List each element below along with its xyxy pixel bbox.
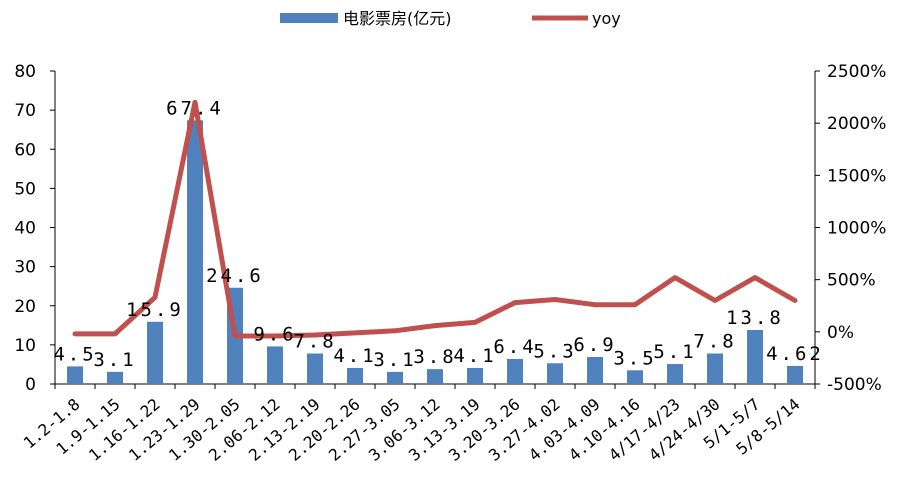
bar-data-label: 4.1 <box>333 345 376 367</box>
bar-data-label: 15.9 <box>126 299 184 321</box>
legend-line-label: yoy <box>592 9 621 28</box>
y-left-tick-label: 20 <box>14 297 36 317</box>
bar-data-label: 6.4 <box>493 336 536 358</box>
bar <box>507 358 523 384</box>
y-right-tick-label: 1500% <box>827 166 886 186</box>
bar-data-label: 6.9 <box>573 334 616 356</box>
bar-data-label: 13.8 <box>726 307 784 329</box>
bar <box>107 371 123 384</box>
y-right-tick-label: 2500% <box>827 62 886 82</box>
bar-data-label: 4.5 <box>53 343 96 365</box>
y-right-tick-label: -500% <box>827 375 882 395</box>
y-right-tick-label: 0% <box>827 323 854 343</box>
bar <box>347 367 363 384</box>
bar <box>667 364 683 384</box>
data-labels: 4.53.115.967.424.69.67.84.13.13.84.16.45… <box>53 97 824 371</box>
bar <box>547 363 563 384</box>
bar-data-label: 4.1 <box>453 345 496 367</box>
y-left-tick-label: 30 <box>14 258 36 278</box>
bar-data-label: 4.62 <box>766 343 824 365</box>
bar-data-label: 24.6 <box>206 265 264 287</box>
bar <box>187 120 203 385</box>
bar-data-label: 5.1 <box>653 341 696 363</box>
y-left-tick-label: 50 <box>14 179 36 199</box>
bar <box>427 369 443 384</box>
bar <box>747 330 763 384</box>
bar <box>467 367 483 384</box>
y-left-tick-label: 80 <box>14 62 36 82</box>
bar-data-label: 3.8 <box>413 346 456 368</box>
y-right-tick-label: 1000% <box>827 219 886 239</box>
bar <box>147 321 163 384</box>
y-right-tick-label: 2000% <box>827 114 886 134</box>
y-left-tick-label: 40 <box>14 219 36 239</box>
bar-data-label: 7.8 <box>693 330 736 352</box>
x-tick-labels: 1.2-1.81.9-1.151.16-1.221.23-1.291.30-2.… <box>20 395 804 465</box>
bar-data-label: 3.1 <box>373 349 416 371</box>
bar <box>707 353 723 384</box>
axes: 0 10 20 30 40 50 60 70 80 -500% 0% 500% 1000% 1500% 20… <box>14 62 886 395</box>
bar-data-label: 3.5 <box>613 347 656 369</box>
legend: 电影票房(亿元) yoy <box>280 9 621 28</box>
bar-data-label: 5.3 <box>533 340 576 362</box>
bar-data-label: 3.1 <box>93 349 136 371</box>
bar <box>787 365 803 384</box>
bar <box>67 366 83 384</box>
bar <box>307 353 323 384</box>
y-left-tick-label: 60 <box>14 140 36 160</box>
y-left-tick-label: 0 <box>25 375 36 395</box>
bar <box>387 371 403 384</box>
bar <box>267 346 283 384</box>
line-series <box>72 99 798 339</box>
bar-data-label: 67.4 <box>166 97 224 119</box>
legend-bar-swatch <box>280 13 338 23</box>
y-left-tick-label: 70 <box>14 101 36 121</box>
bar-data-label: 7.8 <box>293 330 336 352</box>
bar <box>627 370 643 384</box>
legend-bar-label: 电影票房(亿元) <box>343 9 452 28</box>
y-right-tick-label: 500% <box>827 271 876 291</box>
y-left-tick-label: 10 <box>14 336 36 356</box>
bar-data-label: 9.6 <box>253 323 296 345</box>
bar <box>587 357 603 384</box>
